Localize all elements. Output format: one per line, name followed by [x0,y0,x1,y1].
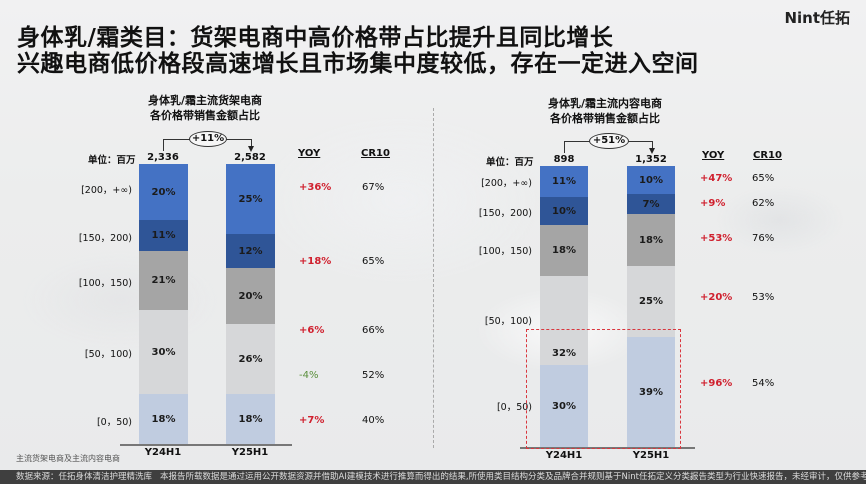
right-yoy-0-50: +96% [700,378,733,389]
page-title-line-1: 身体乳/霜类目：货架电商中高价格带占比提升且同比增长 [17,25,614,51]
left-band-label-100-150: [100，150) [78,278,132,289]
left-cr10-50-100: 52% [362,370,385,381]
right-bar-y24h1: 11% 10% 18% 32% 30% [540,166,588,447]
left-band-label-200-plus: [200，+∞) [81,185,132,196]
left-yoy-150-200: +18% [299,256,332,267]
right-growth-arrow-icon [649,148,655,154]
right-growth-badge: +51% [589,133,629,149]
right-chart-title-line-1: 身体乳/霜主流内容电商 [547,97,663,110]
low-price-highlight-box [526,329,681,449]
left-cr10-100-150: 66% [362,325,385,336]
left-yoy-100-150: +6% [299,325,325,336]
left-x-label-y24h1: Y24H1 [144,447,182,458]
left-bar-y24h1: 20% 11% 21% 30% 18% [139,164,188,444]
right-cr10-200-plus: 65% [752,173,775,184]
right-yoy-header: YOY [702,150,725,161]
left-x-label-y25h1: Y25H1 [231,447,269,458]
bar-segment-200-plus: 10% [627,166,675,194]
left-cr10-0-50: 40% [362,415,385,426]
bar-segment-50-100: 32% [540,276,588,365]
left-yoy-50-100: -4% [299,370,319,381]
left-chart-title-line-1: 身体乳/霜主流货架电商 [147,94,263,107]
chart-divider [433,108,434,448]
right-band-label-100-150: [100，150) [478,246,532,257]
left-band-label-50-100: [50，100) [84,349,132,360]
bar-segment-50-100: 25% [627,266,675,337]
footnote: 主流货架电商及主流内容电商 [16,454,120,463]
right-chart-title: 身体乳/霜主流内容电商 各价格带销售金额占比 [520,96,690,126]
bar-segment-200-plus: 11% [540,166,588,197]
right-cr10-header: CR10 [753,150,782,161]
right-cr10-0-50: 54% [752,378,775,389]
left-cr10-150-200: 65% [362,256,385,267]
left-growth-badge: +11% [189,131,227,147]
bar-segment-50-100: 30% [139,310,188,394]
right-band-label-50-100: [50，100) [484,316,532,327]
right-x-label-y25h1: Y25H1 [632,450,670,461]
left-yoy-200-plus: +36% [299,182,332,193]
right-chart-title-line-2: 各价格带销售金额占比 [550,112,660,125]
left-x-axis [120,444,292,446]
right-cr10-50-100: 53% [752,292,775,303]
left-growth-connector-end [251,139,252,148]
left-chart-title: 身体乳/霜主流货架电商 各价格带销售金额占比 [120,93,290,123]
left-yoy-header: YOY [298,148,321,159]
right-growth-connector-start [564,141,565,153]
left-cr10-header: CR10 [361,148,390,159]
left-unit-label: 单位：百万 [88,155,136,166]
left-total-y25: 2,582 [234,152,266,163]
bar-segment-100-150: 20% [226,268,275,324]
right-cr10-150-200: 62% [752,198,775,209]
footer-disclaimer: 本报告所载数据是通过运用公开数据资源并借助AI建模技术进行推算而得出的结果,所使… [160,472,699,482]
left-band-label-0-50: [0，50) [96,417,132,428]
left-total-y24: 2,336 [147,152,179,163]
bar-segment-100-150: 18% [627,214,675,266]
left-band-label-150-200: [150，200) [78,233,132,244]
right-band-label-150-200: [150，200) [478,208,532,219]
right-yoy-100-150: +53% [700,233,733,244]
right-x-label-y24h1: Y24H1 [545,450,583,461]
bar-segment-150-200: 11% [139,220,188,251]
right-yoy-150-200: +9% [700,198,726,209]
bar-segment-100-150: 18% [540,225,588,276]
bar-segment-50-100: 26% [226,324,275,394]
left-cr10-200-plus: 67% [362,182,385,193]
left-growth-connector-start [163,139,164,151]
bar-segment-200-plus: 25% [226,164,275,234]
left-chart-title-line-2: 各价格带销售金额占比 [150,109,260,122]
right-total-y24: 898 [553,154,575,165]
right-yoy-50-100: +20% [700,292,733,303]
right-band-label-0-50: [0，50) [496,402,532,413]
bar-segment-0-50: 39% [627,337,675,447]
right-unit-label: 单位：百万 [486,157,534,168]
nint-logo: Nint任拓 [784,9,850,27]
page-title-line-2: 兴趣电商低价格段高速增长且市场集中度较低，存在一定进入空间 [17,51,699,77]
left-bar-y25h1: 25% 12% 20% 26% 18% [226,164,275,444]
right-band-label-200-plus: [200，+∞) [481,178,532,189]
right-growth-connector-end [652,141,653,150]
footer-report-type: 报告类型为行业快速报告，未经审计，仅供参考 [690,472,866,482]
bar-segment-0-50: 18% [139,394,188,444]
left-yoy-0-50: +7% [299,415,325,426]
footer-source: 数据来源：任拓身体清洁护理精洗库 [16,472,153,482]
right-total-y25: 1,352 [635,154,667,165]
bar-segment-0-50: 18% [226,394,275,444]
right-cr10-100-150: 76% [752,233,775,244]
right-bar-y25h1: 10% 7% 18% 25% 39% [627,166,675,447]
left-growth-arrow-icon [248,146,254,152]
bar-segment-0-50: 30% [540,365,588,447]
bar-segment-150-200: 7% [627,194,675,214]
bar-segment-200-plus: 20% [139,164,188,220]
footer-bar: 数据来源：任拓身体清洁护理精洗库 本报告所载数据是通过运用公开数据资源并借助AI… [0,470,866,484]
bar-segment-100-150: 21% [139,251,188,310]
bar-segment-150-200: 10% [540,197,588,225]
right-yoy-200-plus: +47% [700,173,733,184]
bar-segment-150-200: 12% [226,234,275,268]
